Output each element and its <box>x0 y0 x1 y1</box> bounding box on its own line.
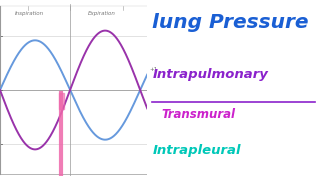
Text: +1: +1 <box>149 67 157 72</box>
Text: Intrapleural: Intrapleural <box>152 144 241 157</box>
Text: Intrapulmonary: Intrapulmonary <box>152 68 268 81</box>
Text: Transmural: Transmural <box>161 108 235 121</box>
Text: Expiration: Expiration <box>88 11 116 16</box>
Text: Inspiration: Inspiration <box>15 11 44 16</box>
Text: lung Pressure: lung Pressure <box>152 13 309 32</box>
